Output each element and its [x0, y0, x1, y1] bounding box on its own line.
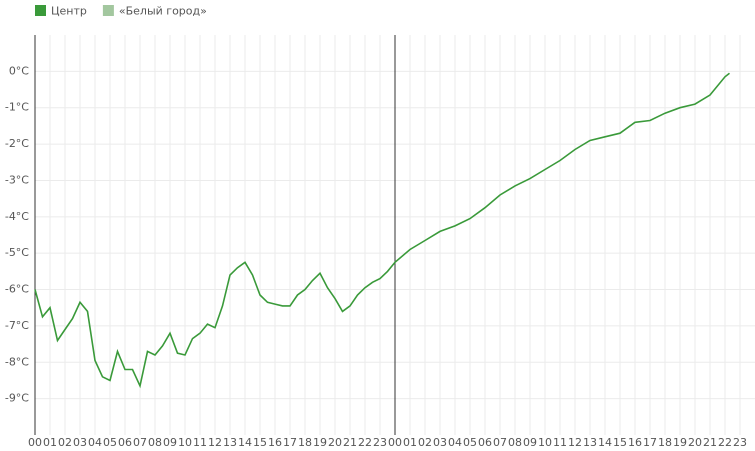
line-series	[34, 72, 730, 389]
x-tick-label: 11	[553, 436, 567, 449]
y-tick-label: -1°C	[5, 101, 29, 114]
x-tick-label: 20	[688, 436, 702, 449]
x-tick-label: 19	[673, 436, 687, 449]
x-tick-label: 22	[718, 436, 732, 449]
x-tick-label: 09	[523, 436, 537, 449]
x-tick-label: 05	[463, 436, 477, 449]
x-tick-label: 02	[418, 436, 432, 449]
x-tick-label: 07	[133, 436, 147, 449]
x-tick-label: 21	[343, 436, 357, 449]
y-tick-label: -2°C	[5, 137, 29, 150]
y-tick-label: -4°C	[5, 210, 29, 223]
x-tick-label: 23	[373, 436, 387, 449]
x-tick-label: 18	[298, 436, 312, 449]
x-tick-label: 12	[208, 436, 222, 449]
legend-swatch[interactable]	[35, 5, 46, 16]
y-tick-label: -3°C	[5, 173, 29, 186]
x-tick-label: 16	[628, 436, 642, 449]
x-tick-label: 04	[448, 436, 462, 449]
x-tick-label: 23	[733, 436, 747, 449]
x-tick-label: 08	[148, 436, 162, 449]
x-tick-label: 08	[508, 436, 522, 449]
legend-swatch[interactable]	[102, 5, 114, 16]
x-tick-label: 01	[43, 436, 57, 449]
x-tick-label: 14	[598, 436, 612, 449]
y-tick-label: -9°C	[5, 392, 29, 405]
x-tick-label: 22	[358, 436, 372, 449]
x-tick-label: 04	[88, 436, 102, 449]
x-tick-label: 14	[238, 436, 252, 449]
x-tick-label: 18	[658, 436, 672, 449]
x-tick-label: 06	[118, 436, 132, 449]
x-tick-label: 10	[178, 436, 192, 449]
x-tick-label: 10	[538, 436, 552, 449]
x-tick-label: 02	[58, 436, 72, 449]
legend-label[interactable]: «Белый город»	[119, 5, 207, 18]
x-tick-label: 13	[223, 436, 237, 449]
legend-label[interactable]: Центр	[51, 5, 87, 18]
x-tick-label: 00	[28, 436, 42, 449]
x-tick-label: 16	[268, 436, 282, 449]
x-tick-label: 07	[493, 436, 507, 449]
x-tick-label: 12	[568, 436, 582, 449]
y-tick-label: -6°C	[5, 283, 29, 296]
x-tick-label: 09	[163, 436, 177, 449]
x-tick-label: 21	[703, 436, 717, 449]
x-tick-label: 20	[328, 436, 342, 449]
x-tick-label: 03	[73, 436, 87, 449]
x-tick-label: 00	[388, 436, 402, 449]
x-tick-label: 13	[583, 436, 597, 449]
y-tick-label: -7°C	[5, 319, 29, 332]
x-tick-label: 17	[283, 436, 297, 449]
y-tick-label: 0°C	[9, 64, 29, 77]
y-tick-label: -8°C	[5, 355, 29, 368]
x-tick-label: 15	[613, 436, 627, 449]
x-tick-label: 01	[403, 436, 417, 449]
x-tick-label: 06	[478, 436, 492, 449]
x-tick-label: 17	[643, 436, 657, 449]
x-tick-label: 11	[193, 436, 207, 449]
x-tick-label: 03	[433, 436, 447, 449]
x-tick-label: 05	[103, 436, 117, 449]
x-tick-label: 15	[253, 436, 267, 449]
x-tick-label: 19	[313, 436, 327, 449]
y-tick-label: -5°C	[5, 246, 29, 259]
